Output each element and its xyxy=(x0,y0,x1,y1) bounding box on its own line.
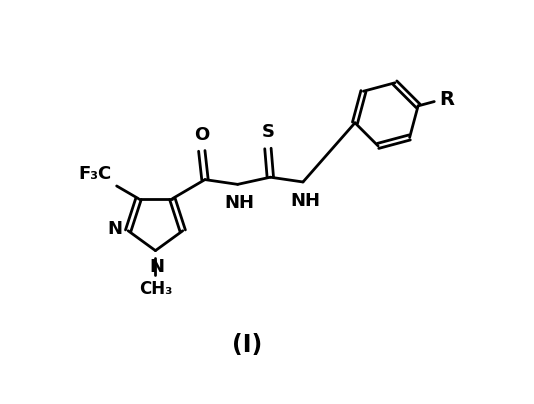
Text: N: N xyxy=(149,258,164,276)
Text: R: R xyxy=(439,90,454,109)
Text: NH: NH xyxy=(290,192,320,210)
Text: S: S xyxy=(262,123,274,141)
Text: CH₃: CH₃ xyxy=(139,280,172,299)
Text: (I): (I) xyxy=(232,333,262,358)
Text: N: N xyxy=(107,220,122,238)
Text: O: O xyxy=(194,126,209,144)
Text: F₃C: F₃C xyxy=(78,165,112,183)
Text: NH: NH xyxy=(225,194,255,213)
